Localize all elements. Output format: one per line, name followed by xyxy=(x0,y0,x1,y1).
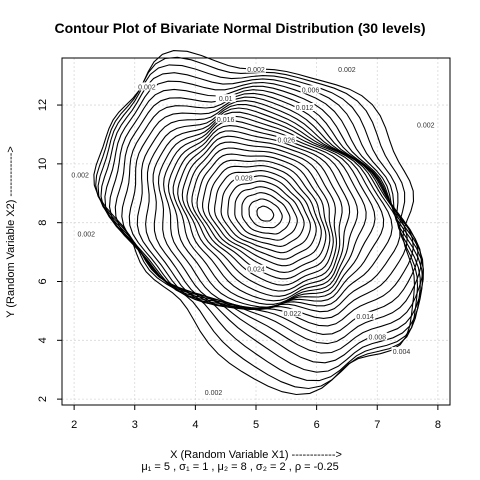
contour-line xyxy=(214,170,317,260)
contour-label: 0.028 xyxy=(235,176,253,183)
contour-label: 0.006 xyxy=(302,87,320,94)
x-tick-label: 4 xyxy=(192,419,198,431)
contour-label-bg xyxy=(276,135,297,144)
contour-label: 0.004 xyxy=(393,349,411,356)
contour-label-bg xyxy=(336,64,357,73)
contour-line xyxy=(241,192,291,235)
contour-line xyxy=(128,96,414,327)
contour-line xyxy=(108,85,424,354)
contour-label: 0.014 xyxy=(356,314,374,321)
contour-line xyxy=(121,92,419,335)
contour-line xyxy=(167,120,367,308)
contour-line xyxy=(196,153,331,280)
contour-label: 0.024 xyxy=(247,267,265,274)
contour-label-bg xyxy=(70,170,91,179)
contour-line xyxy=(104,80,424,364)
contour-label: 0.026 xyxy=(278,137,296,144)
contour-label-bg xyxy=(246,264,266,273)
contour-label: 0.008 xyxy=(368,334,386,341)
x-tick-label: 6 xyxy=(314,419,320,431)
x-axis: 2 3 4 5 6 7 8 xyxy=(71,405,441,431)
y-tick-label: 2 xyxy=(37,396,49,402)
contour-line xyxy=(220,175,311,254)
y-tick-label: 6 xyxy=(37,278,49,284)
contour-line xyxy=(152,107,393,311)
contour-line xyxy=(163,115,376,310)
contour-line xyxy=(202,159,327,273)
contour-line xyxy=(177,130,351,302)
x-tick-label: 3 xyxy=(132,419,138,431)
contour-label-bg xyxy=(215,94,236,103)
contour-line xyxy=(145,103,401,313)
y-tick-label: 10 xyxy=(37,158,49,170)
contour-label: 0.016 xyxy=(217,117,235,124)
x-tick-label: 8 xyxy=(435,419,441,431)
contour-label-bg xyxy=(136,82,157,91)
contour-line xyxy=(100,72,424,373)
contour-label-bg xyxy=(233,173,254,182)
x-tick-label: 5 xyxy=(253,419,259,431)
contour-label: 0.01 xyxy=(219,96,233,103)
contour-label-bg xyxy=(391,347,412,356)
contour-line xyxy=(157,111,385,311)
contour-label-bg xyxy=(355,311,376,320)
x-axis-label: X (Random Variable X1) ------------> xyxy=(170,449,342,461)
contour-label-bg xyxy=(215,114,236,123)
y-axis-label: Y (Random Variable X2) ------------> xyxy=(5,146,17,318)
contour-labels: 0.002 0.002 0.002 0.002 0.002 0.002 0.002 0.006… xyxy=(70,64,436,397)
contour-line xyxy=(114,89,422,345)
contour-line xyxy=(172,125,359,305)
contour-label-bg xyxy=(415,120,436,129)
y-tick-label: 4 xyxy=(37,337,49,343)
contour-label: 0.002 xyxy=(77,231,95,238)
chart-title: Contour Plot of Bivariate Normal Distrib… xyxy=(54,20,426,36)
contour-label: 0.002 xyxy=(417,123,435,130)
contour-line xyxy=(207,165,322,267)
contour-line xyxy=(227,180,305,247)
contour-line xyxy=(191,147,334,286)
contour-line xyxy=(256,205,275,222)
contour-label-bg xyxy=(294,102,315,111)
contour-label: 0.022 xyxy=(284,311,302,318)
x-tick-label: 7 xyxy=(374,419,380,431)
contour-label: 0.012 xyxy=(296,105,314,112)
contour-label: 0.002 xyxy=(205,390,223,397)
x-tick-label: 2 xyxy=(71,419,77,431)
contour-line xyxy=(181,135,343,297)
y-tick-label: 12 xyxy=(37,99,49,111)
contour-line xyxy=(186,141,338,292)
y-axis: 2 4 6 8 10 12 xyxy=(37,99,62,402)
contour-label-bg xyxy=(367,332,388,341)
chart-subtitle: μ₁ = 5 , σ₁ = 1 , μ₂ = 8 , σ₂ = 2 , ρ = … xyxy=(141,461,339,473)
contour-label-bg xyxy=(246,64,266,73)
contour-line xyxy=(248,198,283,229)
contour-label: 0.002 xyxy=(71,173,89,180)
contour-label: 0.002 xyxy=(247,67,265,74)
contour-label-bg xyxy=(300,85,321,94)
contour-lines xyxy=(93,50,424,396)
y-tick-label: 8 xyxy=(37,220,49,226)
contour-label-bg xyxy=(282,308,303,317)
contour-label: 0.002 xyxy=(138,84,156,91)
contour-label-bg xyxy=(203,388,224,397)
contour-line xyxy=(136,100,408,319)
contour-line xyxy=(234,186,298,241)
contour-label-bg xyxy=(76,229,97,238)
contour-line xyxy=(93,50,416,396)
contour-label: 0.002 xyxy=(338,67,356,74)
